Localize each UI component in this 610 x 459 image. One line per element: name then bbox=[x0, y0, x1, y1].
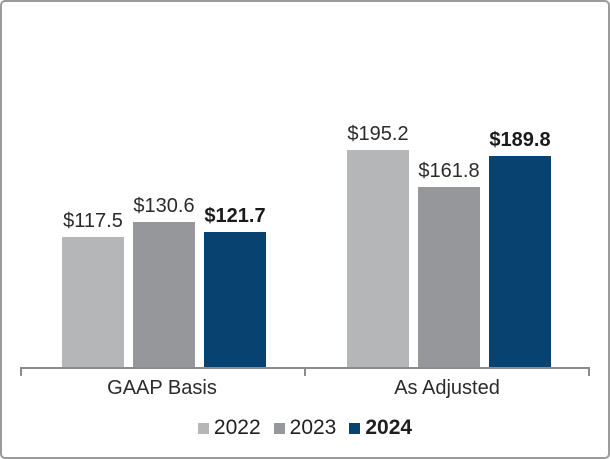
legend-swatch-2022 bbox=[197, 422, 209, 434]
value-label-2024-gaap-basis: $121.7 bbox=[204, 205, 266, 227]
x-axis-tick-right bbox=[588, 367, 590, 376]
legend-swatch-2023 bbox=[273, 422, 285, 434]
bar-2024-as-adjusted bbox=[489, 156, 551, 367]
bar-2022-as-adjusted bbox=[347, 150, 409, 367]
legend-label-2024: 2024 bbox=[365, 416, 413, 439]
category-label-as-adjusted: As Adjusted bbox=[394, 377, 500, 399]
legend-item-2022: 2022 bbox=[197, 415, 261, 441]
legend-label-2022: 2022 bbox=[213, 416, 261, 439]
bar-2024-gaap-basis bbox=[204, 232, 266, 367]
value-label-2024-as-adjusted: $189.8 bbox=[489, 129, 551, 151]
value-label-2022-gaap-basis: $117.5 bbox=[63, 210, 123, 232]
value-label-2022-as-adjusted: $195.2 bbox=[347, 123, 409, 145]
legend-label-2023: 2023 bbox=[289, 416, 337, 439]
legend-item-2024: 2024 bbox=[349, 415, 412, 441]
x-axis-tick-middle bbox=[304, 367, 306, 376]
bar-2022-gaap-basis bbox=[62, 237, 124, 367]
category-label-gaap-basis: GAAP Basis bbox=[107, 377, 217, 399]
bar-2023-as-adjusted bbox=[418, 187, 480, 367]
value-label-2023-gaap-basis: $130.6 bbox=[133, 195, 195, 217]
x-axis-tick-left bbox=[20, 367, 22, 376]
chart-legend: 2022 2023 2024 bbox=[2, 415, 608, 441]
legend-swatch-2024 bbox=[349, 422, 361, 434]
legend-item-2023: 2023 bbox=[273, 415, 337, 441]
bar-2023-gaap-basis bbox=[133, 222, 195, 367]
value-label-2023-as-adjusted: $161.8 bbox=[418, 160, 480, 182]
